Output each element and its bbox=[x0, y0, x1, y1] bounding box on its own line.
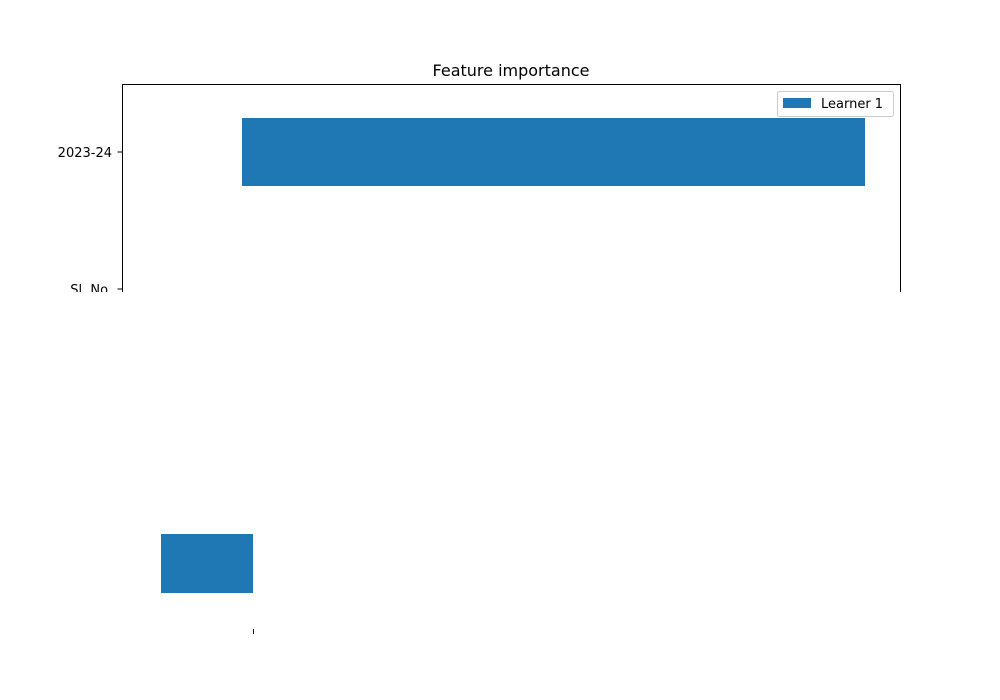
legend-entry: Learner 1 bbox=[821, 97, 883, 112]
legend-box bbox=[777, 91, 894, 117]
upper-plot-area: Sl. No.2023-24 bbox=[58, 84, 901, 298]
legend-swatch bbox=[783, 98, 811, 108]
legend: Learner 1 bbox=[777, 91, 894, 117]
chart-title: Feature importance bbox=[433, 61, 590, 80]
lower-plot-area bbox=[161, 534, 254, 634]
y-tick-label: 2023-24 bbox=[58, 146, 112, 161]
overlay-cover bbox=[0, 292, 1000, 532]
bar bbox=[242, 118, 865, 186]
bar bbox=[161, 534, 253, 593]
